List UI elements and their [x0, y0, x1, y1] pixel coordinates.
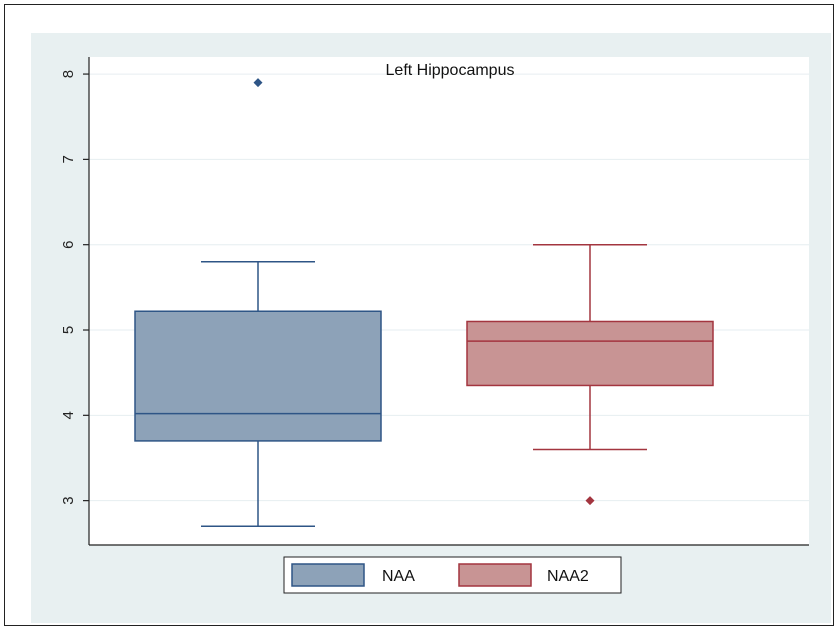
y-tick-label: 7 [60, 155, 77, 163]
legend-swatch-naa [291, 563, 365, 587]
iqr-box [466, 320, 714, 387]
legend-swatch-naa2 [458, 563, 532, 587]
y-tick-label: 5 [60, 326, 77, 334]
y-tick-label: 6 [60, 241, 77, 249]
legend-label-naa2: NAA2 [547, 568, 589, 585]
boxes-layer [134, 78, 714, 527]
y-tick-label: 3 [60, 496, 77, 504]
y-axis-ticks: 3 4 5 6 7 8 [60, 70, 89, 505]
box-plot-chart: 3 4 5 6 7 8 Left Hippocampus NAA NAA2 [31, 33, 831, 623]
y-tick-label: 8 [60, 70, 77, 78]
legend: NAA NAA2 [283, 556, 622, 594]
y-tick-label: 4 [60, 411, 77, 419]
outlier-point [585, 496, 595, 506]
legend-label-naa: NAA [382, 568, 415, 585]
plot-area [89, 57, 809, 545]
iqr-box [134, 310, 382, 442]
chart-frame: 3 4 5 6 7 8 Left Hippocampus NAA NAA2 [4, 4, 834, 626]
box-group-naa [134, 78, 382, 527]
legend-box [283, 556, 622, 594]
outlier-point [253, 78, 263, 88]
box-group-naa2 [466, 243, 714, 506]
chart-title: Left Hippocampus [386, 62, 515, 79]
